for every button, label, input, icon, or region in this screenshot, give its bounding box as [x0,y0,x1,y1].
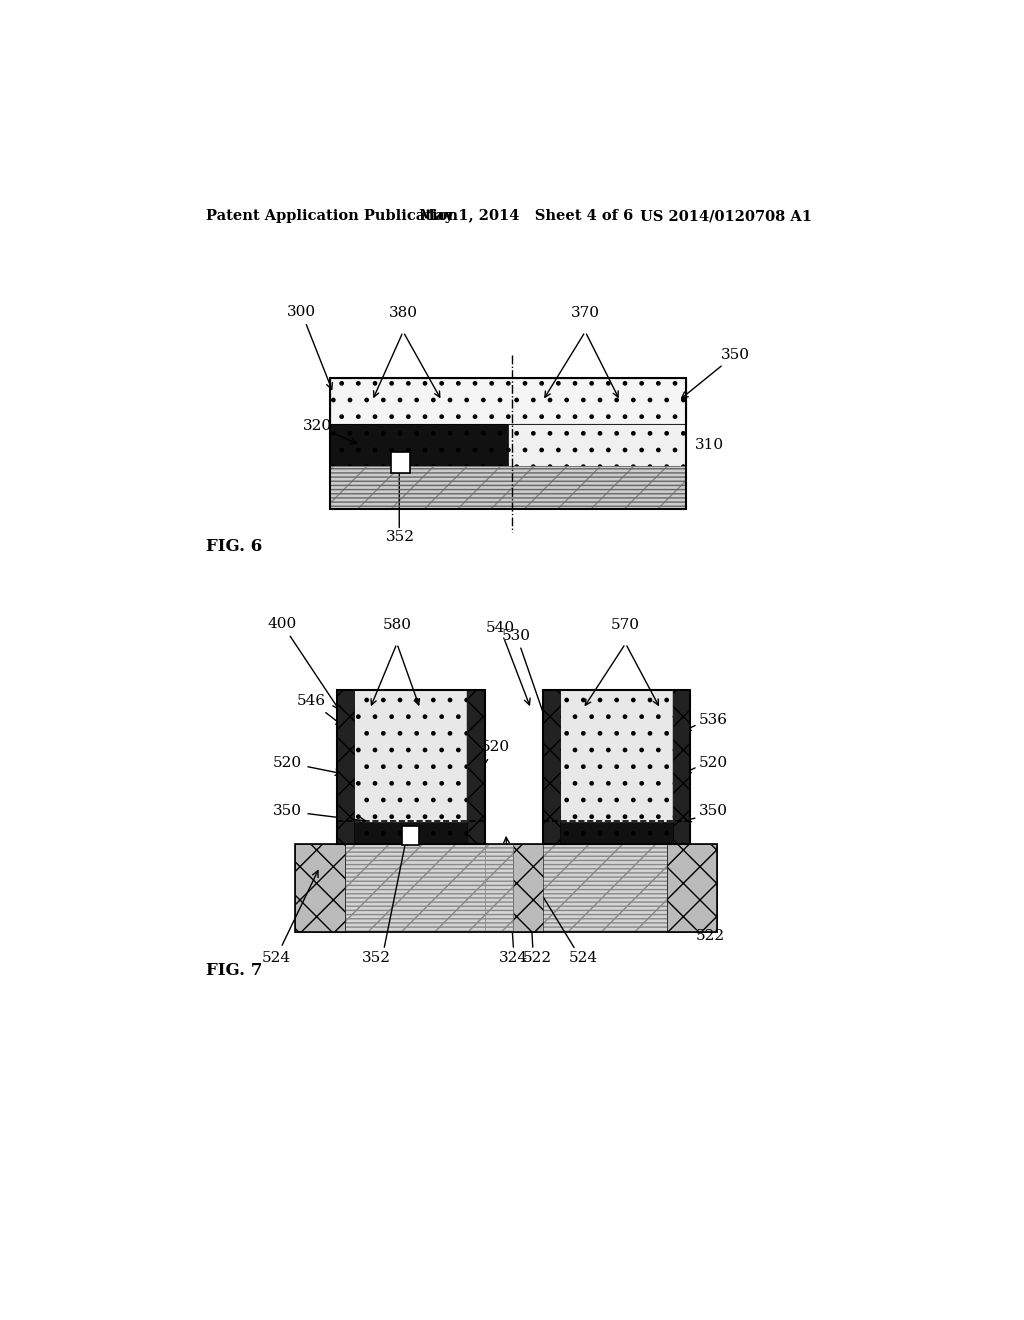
Text: 524: 524 [568,950,598,965]
Text: May 1, 2014   Sheet 4 of 6: May 1, 2014 Sheet 4 of 6 [419,209,633,223]
Text: 352: 352 [361,950,390,965]
Bar [467,689,484,843]
Bar [560,822,673,843]
Text: 580: 580 [382,618,412,632]
Text: 350: 350 [682,347,750,399]
Text: Patent Application Publication: Patent Application Publication [206,209,458,223]
Bar [543,689,690,843]
Text: 520: 520 [699,755,728,770]
Text: 522: 522 [695,929,725,942]
Bar [402,825,420,845]
Bar [673,689,690,843]
Bar [337,689,354,843]
Text: FIG. 6: FIG. 6 [206,539,262,556]
Text: 324: 324 [499,950,528,965]
Text: 546: 546 [297,694,342,726]
Text: 370: 370 [570,306,600,321]
Bar [354,689,467,843]
Bar [354,822,467,843]
Bar [508,424,686,466]
Text: 522: 522 [522,950,551,965]
Text: 320: 320 [302,418,356,444]
Text: 350: 350 [699,804,728,818]
Text: 536: 536 [699,713,728,727]
Text: 300: 300 [287,305,333,389]
Bar [330,378,686,508]
Text: 352: 352 [386,531,416,544]
Text: 520: 520 [273,755,342,775]
Bar [543,689,560,843]
Bar [484,843,513,932]
Bar [345,843,667,932]
Text: 524: 524 [261,871,318,965]
Text: 530: 530 [502,628,551,731]
Bar [330,424,508,466]
Text: 380: 380 [389,306,418,321]
Text: 400: 400 [267,618,339,709]
Text: FIG. 7: FIG. 7 [206,961,262,978]
Bar [330,466,686,508]
Bar [337,689,484,843]
Text: 520: 520 [478,741,510,775]
Bar [484,843,513,932]
Bar [330,466,686,508]
Bar [391,451,411,474]
Text: 310: 310 [695,438,724,453]
Bar [330,378,686,424]
Bar [345,843,667,932]
Bar [295,843,717,932]
Bar [295,843,345,932]
Text: US 2014/0120708 A1: US 2014/0120708 A1 [640,209,811,223]
Text: 570: 570 [611,618,640,632]
Text: 540: 540 [485,620,530,705]
Bar [513,843,543,932]
Bar [667,843,717,932]
Text: 350: 350 [273,804,366,824]
Bar [560,689,673,843]
